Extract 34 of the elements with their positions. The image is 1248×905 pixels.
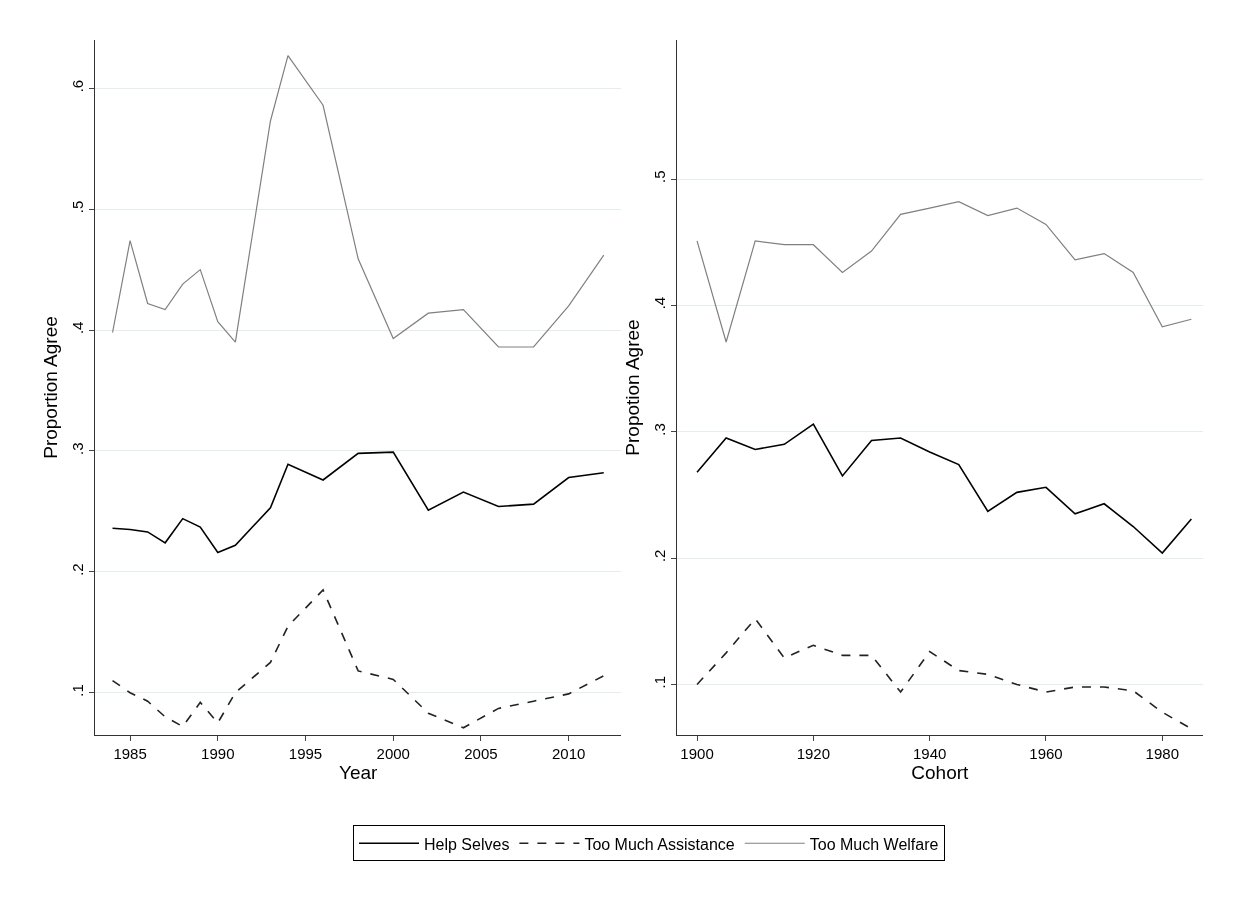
y-tick-label: .4 bbox=[650, 296, 668, 310]
line-series bbox=[111, 55, 605, 348]
legend-label: Too Much Welfare bbox=[809, 835, 939, 853]
line-series bbox=[111, 451, 605, 554]
x-tick-label: 2010 bbox=[551, 745, 586, 762]
y-tick-label: .3 bbox=[650, 423, 668, 436]
legend-label: Too Much Assistance bbox=[584, 835, 735, 853]
y-tick-label: .1 bbox=[69, 684, 86, 697]
line-series bbox=[111, 589, 605, 729]
x-tick-label: 1960 bbox=[1029, 745, 1063, 762]
line-series bbox=[696, 423, 1193, 554]
y-tick-label: .5 bbox=[650, 170, 668, 184]
y-tick-label: .2 bbox=[69, 563, 86, 576]
x-tick-label: 1940 bbox=[912, 745, 947, 762]
y-axis-title: Proportion Agree bbox=[39, 316, 61, 459]
x-tick-label: 2000 bbox=[376, 745, 410, 762]
x-tick-label: 1985 bbox=[113, 745, 147, 762]
x-tick-label: 2005 bbox=[464, 745, 498, 762]
y-tick-label: .4 bbox=[69, 321, 86, 335]
y-axis-title: Propotion Agree bbox=[621, 319, 643, 456]
x-tick-label: 1990 bbox=[201, 745, 235, 762]
x-axis-title: Year bbox=[338, 762, 379, 783]
y-tick-label: .1 bbox=[650, 675, 668, 689]
x-tick-label: 1995 bbox=[288, 745, 323, 762]
legend-label: Help Selves bbox=[424, 835, 510, 853]
y-tick-label: .3 bbox=[69, 442, 86, 455]
x-axis-title: Cohort bbox=[911, 762, 970, 783]
y-tick-label: .5 bbox=[69, 200, 86, 214]
x-tick-label: 1980 bbox=[1145, 745, 1179, 762]
y-tick-label: .2 bbox=[650, 549, 668, 563]
y-tick-label: .6 bbox=[69, 79, 86, 93]
line-series bbox=[696, 201, 1192, 343]
x-tick-label: 1920 bbox=[796, 745, 831, 762]
x-tick-label: 1900 bbox=[680, 745, 714, 762]
